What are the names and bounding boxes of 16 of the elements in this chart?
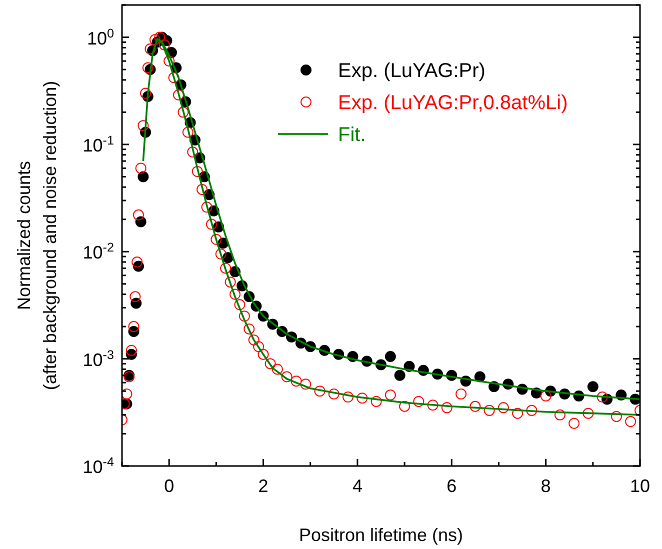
legend-label: Exp. (LuYAG:Pr)	[338, 60, 486, 82]
x-tick-label: 8	[540, 476, 551, 496]
y-axis-title: Normalized counts (after background and noise reduction)	[14, 80, 60, 390]
y-tick-label: 10$^{-1}$	[82, 133, 114, 156]
x-tick-label: 6	[446, 476, 457, 496]
y-tick-label: 10$^{-4}$	[82, 455, 114, 477]
x-axis-title: Positron lifetime (ns)	[298, 525, 464, 545]
x-tick-label: 2	[258, 476, 268, 496]
x-tick-label: 0	[164, 476, 174, 496]
y-tick-label: 10$^{0}$	[86, 26, 114, 48]
x-tick-label: 10	[630, 476, 650, 496]
legend-label: Exp. (LuYAG:Pr,0.8at%Li)	[338, 92, 568, 114]
legend-label: Fit.	[338, 124, 366, 146]
y-tick-label: 10$^{-3}$	[82, 348, 114, 370]
x-tick-label: 4	[352, 476, 362, 496]
y-tick-label: 10$^{-2}$	[82, 240, 114, 263]
